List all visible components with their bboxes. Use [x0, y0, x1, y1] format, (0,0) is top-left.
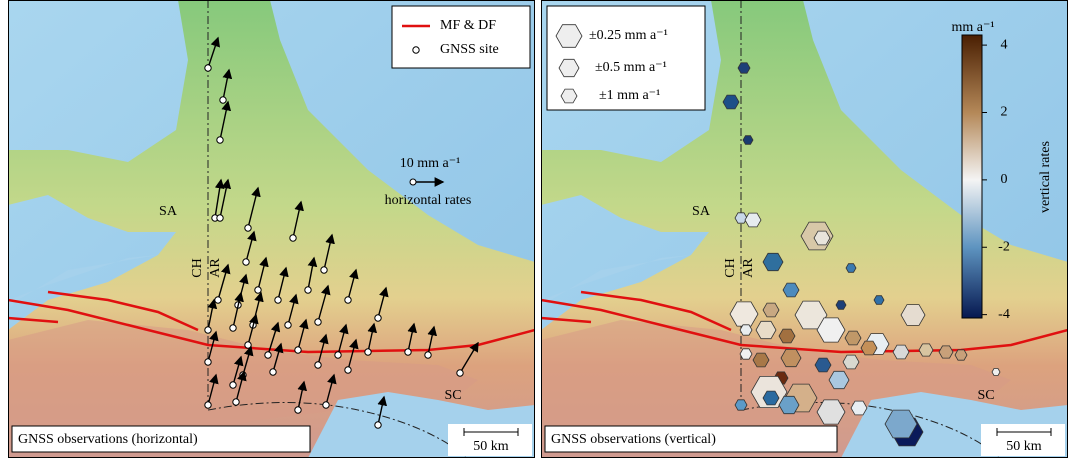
vertical-rate-site — [763, 391, 779, 405]
gnss-site — [295, 407, 301, 413]
legend-symbol — [561, 89, 577, 103]
gnss-site — [315, 362, 321, 368]
place-label: SC — [977, 388, 994, 403]
gnss-site — [217, 215, 223, 221]
vertical-rate-site — [893, 345, 909, 359]
gnss-site — [285, 322, 291, 328]
place-label: CH — [723, 258, 738, 277]
place-label: SA — [159, 204, 178, 219]
gnss-site — [220, 97, 226, 103]
vertical-rate-site — [753, 353, 769, 367]
legend-label: MF & DF — [440, 18, 496, 33]
vertical-rate-site — [779, 329, 795, 343]
place-label: AR — [208, 258, 223, 278]
gnss-site — [270, 369, 276, 375]
place-label: CH — [190, 258, 205, 277]
gnss-site — [243, 259, 249, 265]
gnss-site — [230, 382, 236, 388]
panel-title: GNSS observations (horizontal) — [18, 432, 198, 447]
colorbar-tick-label: 4 — [1001, 37, 1008, 52]
vertical-rate-site — [843, 355, 859, 369]
vertical-rate-site — [846, 264, 856, 273]
colorbar-unit: mm a⁻¹ — [951, 20, 994, 35]
gnss-site — [230, 325, 236, 331]
legend-label: ±0.5 mm a⁻¹ — [595, 60, 667, 75]
legend-label: GNSS site — [440, 42, 499, 57]
place-label: SC — [444, 388, 461, 403]
colorbar-tick-label: -4 — [998, 307, 1010, 322]
panel-horizontal: SA CHAR SC GNSS observations (horizontal) 50… — [8, 0, 535, 458]
vertical-rate-site — [874, 296, 884, 305]
colorbar-tick-label: 2 — [1001, 105, 1008, 120]
vertical-rate-site — [740, 325, 752, 335]
gnss-site — [315, 319, 321, 325]
vertical-rate-site — [851, 401, 867, 415]
gnss-site — [345, 367, 351, 373]
gnss-site — [205, 327, 211, 333]
scale-vector-caption: horizontal rates — [385, 193, 472, 208]
vertical-rate-site — [992, 369, 1000, 376]
place-label: SA — [692, 204, 711, 219]
gnss-site — [405, 349, 411, 355]
vertical-rate-site — [740, 349, 752, 359]
vertical-rate-site — [955, 350, 967, 360]
gnss-site — [295, 347, 301, 353]
gnss-site — [205, 65, 211, 71]
gnss-site — [321, 267, 327, 273]
vertical-rate-site — [723, 95, 739, 109]
colorbar-label: vertical rates — [1038, 141, 1053, 213]
gnss-site — [375, 422, 381, 428]
panel-title: GNSS observations (vertical) — [551, 432, 716, 447]
gnss-site — [290, 235, 296, 241]
scalebar-label: 50 km — [1006, 439, 1042, 454]
gnss-site — [217, 137, 223, 143]
gnss-site — [365, 349, 371, 355]
legend-label: ±0.25 mm a⁻¹ — [589, 28, 668, 43]
vertical-rate-site — [783, 283, 799, 297]
vertical-rate-site — [815, 358, 831, 372]
figure: SACHARSCGNSS observations (horizontal)50… — [0, 0, 1075, 458]
legend-site — [413, 47, 419, 53]
legend-box — [392, 6, 530, 68]
vertical-rate-site — [743, 136, 753, 145]
gnss-site — [375, 315, 381, 321]
vertical-rate-site — [738, 63, 750, 73]
gnss-site — [425, 352, 431, 358]
gnss-site — [205, 402, 211, 408]
gnss-site — [275, 297, 281, 303]
legend-label: ±1 mm a⁻¹ — [599, 88, 660, 103]
vertical-rate-site — [735, 213, 747, 223]
vertical-rate-site — [745, 213, 761, 227]
place-label: AR — [741, 258, 756, 278]
scalebar-label: 50 km — [473, 439, 509, 454]
gnss-site — [205, 359, 211, 365]
vertical-rate-site — [845, 331, 861, 345]
colorbar-tick-label: 0 — [1001, 172, 1008, 187]
scale-vector-label: 10 mm a⁻¹ — [400, 156, 461, 171]
gnss-site — [410, 179, 416, 185]
vertical-rate-site — [763, 303, 779, 317]
gnss-site — [245, 225, 251, 231]
gnss-site — [215, 297, 221, 303]
gnss-site — [335, 352, 341, 358]
vertical-rate-site — [939, 346, 953, 358]
colorbar — [962, 35, 982, 318]
gnss-site — [265, 352, 271, 358]
gnss-site — [457, 370, 463, 376]
gnss-site — [233, 399, 239, 405]
vertical-rate-site — [814, 231, 830, 245]
gnss-site — [255, 287, 261, 293]
gnss-site — [305, 287, 311, 293]
vertical-rate-site — [919, 344, 933, 356]
gnss-site — [323, 402, 329, 408]
vertical-rate-site — [836, 301, 846, 310]
gnss-site — [345, 297, 351, 303]
vertical-rate-site — [861, 341, 877, 355]
colorbar-tick-label: -2 — [998, 239, 1010, 254]
vertical-rate-site — [735, 400, 747, 410]
